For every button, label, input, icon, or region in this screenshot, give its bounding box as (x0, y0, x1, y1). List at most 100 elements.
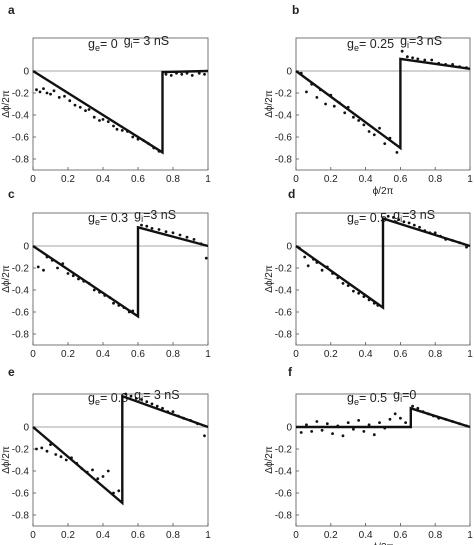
x-tick-label: 0 (30, 530, 36, 541)
data-point (112, 301, 115, 305)
y-tick-label: -0.4 (275, 467, 293, 478)
y-tick-label: -0.6 (12, 489, 30, 500)
data-point (140, 223, 143, 227)
panel-d: 0-0.2-0.4-0.6-0.80 0.2 0.4 0.6 0.8 1Δϕ/2πdge=… (264, 187, 473, 360)
data-point (101, 475, 105, 478)
data-point (372, 133, 376, 137)
data-point (343, 111, 347, 115)
data-point (430, 58, 434, 62)
data-point (423, 58, 427, 62)
data-point (325, 422, 329, 426)
data-point (204, 256, 208, 260)
y-tick-label: -0.6 (275, 489, 293, 500)
data-point (357, 119, 361, 122)
data-point (56, 266, 59, 270)
annotation-ge-label: g (347, 37, 354, 51)
data-point (155, 404, 159, 408)
y-tick-label: -0.2 (12, 89, 30, 100)
model-line (32, 69, 209, 155)
y-tick-label: -0.2 (12, 445, 30, 456)
y-tick-label: -0.8 (12, 511, 30, 522)
data-point (134, 397, 138, 400)
x-tick-label: 0.2 (61, 530, 75, 541)
x-tick-label: 1 (467, 349, 473, 360)
data-point (54, 453, 58, 456)
annotation-gi-label: g (393, 388, 400, 402)
axes-frame (32, 393, 209, 527)
x-tick-label: 0.6 (393, 174, 407, 185)
annotation-gi-value: =0 (402, 388, 416, 402)
x-tick-label: 0.8 (428, 174, 442, 185)
data-point (418, 225, 421, 229)
x-tick-label: 0 (30, 349, 36, 360)
x-tick-label: 1 (205, 530, 211, 541)
x-tick-label: 0.8 (166, 174, 180, 185)
data-point (106, 469, 110, 473)
y-tick-label: 0 (286, 242, 292, 253)
y-tick-label: 0 (23, 67, 29, 78)
x-tick-label: 0 (293, 349, 299, 360)
annotation-ge-value: = 0.25 (359, 37, 394, 51)
data-point (378, 126, 381, 130)
y-tick-label: 0 (23, 242, 29, 253)
data-point (395, 151, 399, 154)
data-point (367, 423, 371, 427)
data-point (42, 268, 45, 272)
data-point (71, 274, 75, 278)
annotation-gi-sub: i (131, 40, 133, 50)
data-point (115, 127, 119, 131)
x-tick-label: 0.6 (131, 349, 145, 360)
data-point (465, 245, 468, 249)
data-point (35, 88, 38, 92)
y-tick-label: 0 (286, 67, 292, 78)
data-point (367, 130, 371, 133)
x-tick-label: 0.2 (324, 530, 338, 541)
data-point (405, 55, 409, 59)
data-point (392, 216, 395, 219)
data-point (352, 115, 355, 119)
panel-letter: d (288, 187, 295, 201)
panel-c: 0-0.2-0.4-0.6-0.80 0.2 0.4 0.6 0.8 1Δϕ/2πcge=… (1, 187, 211, 360)
data-point (190, 74, 194, 77)
data-point (341, 434, 345, 438)
y-tick-label: -0.6 (12, 133, 30, 144)
annotation-gi-label: g (393, 208, 400, 222)
x-axis-label: ϕ/2π (373, 542, 394, 545)
data-point (36, 265, 40, 269)
data-point (192, 238, 196, 241)
condition-annotation: ge= 0.8gi= 3 nS (88, 388, 180, 407)
data-point (362, 430, 366, 433)
data-point (412, 223, 416, 227)
data-point (346, 421, 350, 424)
data-point (362, 123, 366, 127)
x-tick-label: 0.8 (428, 349, 442, 360)
data-point (388, 417, 392, 421)
x-tick-label: 0.2 (324, 349, 338, 360)
x-tick-label: 0.2 (61, 174, 75, 185)
y-tick-label: -0.8 (12, 155, 30, 166)
y-tick-label: -0.2 (12, 264, 30, 275)
data-point (305, 90, 308, 94)
data-point (357, 291, 361, 295)
annotation-ge-sub: e (354, 43, 359, 53)
data-point (315, 420, 319, 423)
data-point (42, 87, 45, 90)
panel-f: 0-0.2-0.4-0.6-0.800.20.40.60.81Δϕ/2πϕ/2π… (264, 365, 473, 545)
data-point (433, 231, 437, 235)
condition-annotation: ge= 0.25 gi=3 nS (347, 34, 442, 53)
x-tick-label: 1 (467, 174, 473, 185)
y-axis-label: Δϕ/2π (264, 265, 275, 293)
annotation-gi-sub: i (400, 214, 402, 224)
annotation-ge-sub: e (95, 397, 100, 407)
data-point (157, 228, 161, 231)
axes-frame (32, 212, 209, 346)
x-tick-label: 0.8 (166, 530, 180, 541)
panel-letter: c (8, 187, 15, 201)
x-tick-label: 0.4 (96, 349, 110, 360)
data-point (332, 104, 336, 108)
condition-annotation: ge= 0 gi= 3 nS (88, 34, 169, 53)
x-axis-label: ϕ/2π (373, 186, 394, 197)
y-tick-label: 0 (23, 423, 29, 434)
x-tick-label: 1 (205, 349, 211, 360)
condition-annotation: ge= 0.3 gi=3 nS (88, 208, 176, 227)
